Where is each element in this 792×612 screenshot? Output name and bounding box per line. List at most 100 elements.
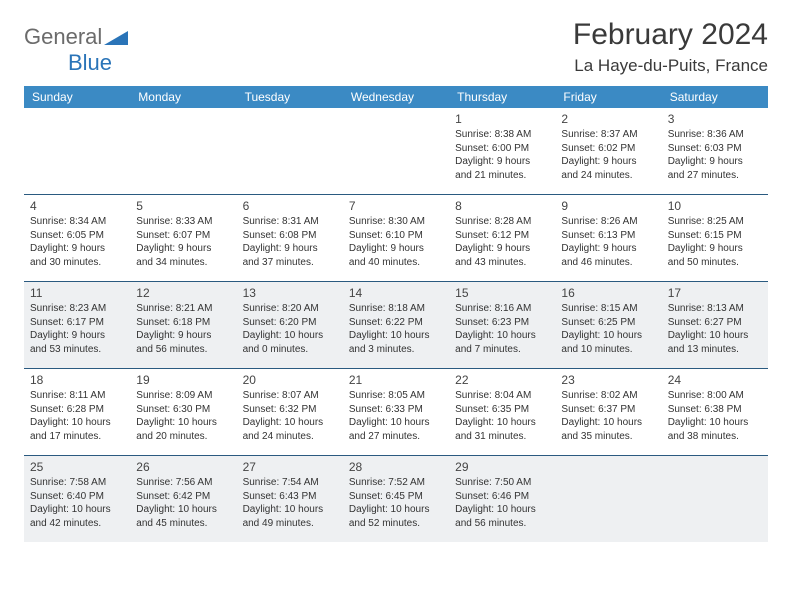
day-daylight1: Daylight: 10 hours [136,503,230,517]
day-daylight2: and 56 minutes. [455,517,549,531]
week-row: 18Sunrise: 8:11 AMSunset: 6:28 PMDayligh… [24,369,768,456]
day-cell: 29Sunrise: 7:50 AMSunset: 6:46 PMDayligh… [449,456,555,542]
day-cell [555,456,661,542]
day-number: 26 [136,459,230,475]
day-number: 14 [349,285,443,301]
day-daylight1: Daylight: 10 hours [561,329,655,343]
day-sunset: Sunset: 6:32 PM [243,403,337,417]
day-number: 7 [349,198,443,214]
day-cell: 8Sunrise: 8:28 AMSunset: 6:12 PMDaylight… [449,195,555,281]
day-sunrise: Sunrise: 7:56 AM [136,476,230,490]
day-daylight1: Daylight: 10 hours [455,503,549,517]
day-sunset: Sunset: 6:23 PM [455,316,549,330]
day-number: 21 [349,372,443,388]
day-sunset: Sunset: 6:28 PM [30,403,124,417]
day-daylight2: and 43 minutes. [455,256,549,270]
day-sunset: Sunset: 6:25 PM [561,316,655,330]
day-daylight1: Daylight: 10 hours [243,503,337,517]
day-cell: 4Sunrise: 8:34 AMSunset: 6:05 PMDaylight… [24,195,130,281]
day-number: 23 [561,372,655,388]
day-sunrise: Sunrise: 8:16 AM [455,302,549,316]
day-sunset: Sunset: 6:02 PM [561,142,655,156]
day-cell: 12Sunrise: 8:21 AMSunset: 6:18 PMDayligh… [130,282,236,368]
day-sunset: Sunset: 6:00 PM [455,142,549,156]
location: La Haye-du-Puits, France [573,56,768,76]
day-daylight2: and 17 minutes. [30,430,124,444]
day-sunset: Sunset: 6:03 PM [668,142,762,156]
day-cell: 9Sunrise: 8:26 AMSunset: 6:13 PMDaylight… [555,195,661,281]
day-daylight2: and 35 minutes. [561,430,655,444]
day-number: 10 [668,198,762,214]
day-daylight1: Daylight: 10 hours [30,416,124,430]
day-sunset: Sunset: 6:05 PM [30,229,124,243]
day-sunset: Sunset: 6:30 PM [136,403,230,417]
day-sunrise: Sunrise: 8:07 AM [243,389,337,403]
day-daylight1: Daylight: 10 hours [243,329,337,343]
day-sunset: Sunset: 6:12 PM [455,229,549,243]
day-daylight1: Daylight: 10 hours [668,329,762,343]
weeks-container: 1Sunrise: 8:38 AMSunset: 6:00 PMDaylight… [24,108,768,542]
week-row: 11Sunrise: 8:23 AMSunset: 6:17 PMDayligh… [24,282,768,369]
day-daylight1: Daylight: 9 hours [668,242,762,256]
day-sunrise: Sunrise: 8:13 AM [668,302,762,316]
day-sunset: Sunset: 6:22 PM [349,316,443,330]
day-daylight2: and 49 minutes. [243,517,337,531]
day-sunrise: Sunrise: 7:50 AM [455,476,549,490]
weekday-header: Tuesday [237,86,343,108]
day-cell: 6Sunrise: 8:31 AMSunset: 6:08 PMDaylight… [237,195,343,281]
day-sunset: Sunset: 6:33 PM [349,403,443,417]
day-daylight2: and 56 minutes. [136,343,230,357]
day-daylight2: and 42 minutes. [30,517,124,531]
day-cell: 21Sunrise: 8:05 AMSunset: 6:33 PMDayligh… [343,369,449,455]
day-daylight1: Daylight: 9 hours [349,242,443,256]
day-daylight2: and 46 minutes. [561,256,655,270]
day-daylight2: and 40 minutes. [349,256,443,270]
day-sunset: Sunset: 6:45 PM [349,490,443,504]
weekday-header: Sunday [24,86,130,108]
day-cell: 1Sunrise: 8:38 AMSunset: 6:00 PMDaylight… [449,108,555,194]
day-number: 13 [243,285,337,301]
day-daylight1: Daylight: 9 hours [136,242,230,256]
day-daylight2: and 10 minutes. [561,343,655,357]
day-cell: 17Sunrise: 8:13 AMSunset: 6:27 PMDayligh… [662,282,768,368]
triangle-icon [104,29,128,50]
day-daylight1: Daylight: 10 hours [243,416,337,430]
day-daylight2: and 7 minutes. [455,343,549,357]
day-cell: 10Sunrise: 8:25 AMSunset: 6:15 PMDayligh… [662,195,768,281]
day-daylight1: Daylight: 10 hours [349,329,443,343]
weekday-header-row: Sunday Monday Tuesday Wednesday Thursday… [24,86,768,108]
day-cell: 15Sunrise: 8:16 AMSunset: 6:23 PMDayligh… [449,282,555,368]
day-daylight2: and 24 minutes. [561,169,655,183]
day-sunrise: Sunrise: 7:52 AM [349,476,443,490]
day-number: 6 [243,198,337,214]
day-sunrise: Sunrise: 7:58 AM [30,476,124,490]
day-daylight2: and 3 minutes. [349,343,443,357]
weekday-header: Thursday [449,86,555,108]
day-daylight1: Daylight: 10 hours [349,416,443,430]
header: GeneralBlue February 2024 La Haye-du-Pui… [24,18,768,76]
day-cell: 18Sunrise: 8:11 AMSunset: 6:28 PMDayligh… [24,369,130,455]
day-daylight1: Daylight: 10 hours [349,503,443,517]
day-daylight2: and 50 minutes. [668,256,762,270]
day-daylight2: and 13 minutes. [668,343,762,357]
day-cell: 20Sunrise: 8:07 AMSunset: 6:32 PMDayligh… [237,369,343,455]
week-row: 25Sunrise: 7:58 AMSunset: 6:40 PMDayligh… [24,456,768,542]
day-number: 9 [561,198,655,214]
day-sunset: Sunset: 6:37 PM [561,403,655,417]
day-sunrise: Sunrise: 8:37 AM [561,128,655,142]
day-sunrise: Sunrise: 8:05 AM [349,389,443,403]
day-sunrise: Sunrise: 8:04 AM [455,389,549,403]
day-daylight1: Daylight: 10 hours [455,329,549,343]
day-daylight2: and 20 minutes. [136,430,230,444]
day-cell [662,456,768,542]
day-cell: 16Sunrise: 8:15 AMSunset: 6:25 PMDayligh… [555,282,661,368]
weekday-header: Saturday [662,86,768,108]
weekday-header: Monday [130,86,236,108]
day-daylight2: and 24 minutes. [243,430,337,444]
day-daylight2: and 27 minutes. [668,169,762,183]
day-number: 2 [561,111,655,127]
day-cell [130,108,236,194]
calendar: Sunday Monday Tuesday Wednesday Thursday… [24,86,768,542]
day-sunrise: Sunrise: 8:28 AM [455,215,549,229]
day-sunrise: Sunrise: 8:30 AM [349,215,443,229]
